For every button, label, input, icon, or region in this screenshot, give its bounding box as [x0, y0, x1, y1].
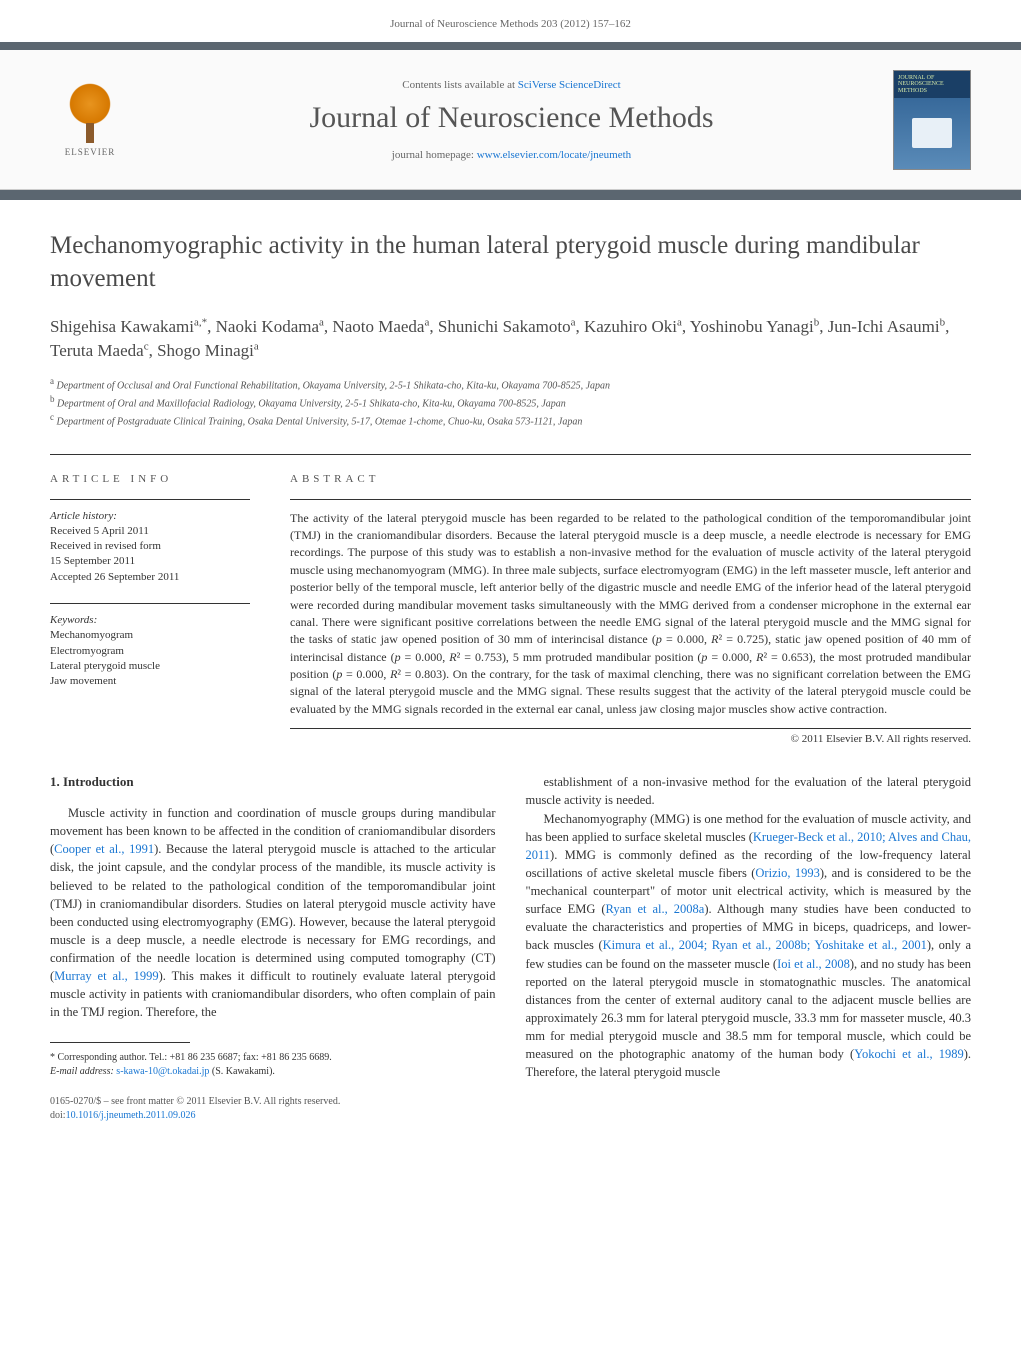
publisher-logo: ELSEVIER: [50, 75, 130, 165]
history-label: Article history:: [50, 510, 250, 522]
author-affil-mark: a: [254, 340, 259, 352]
author-affil-mark: b: [940, 316, 946, 328]
intro-heading: 1. Introduction: [50, 773, 496, 792]
author-affil-mark: a,*: [194, 316, 207, 328]
article-content: Mechanomyographic activity in the human …: [0, 230, 1021, 1123]
citation-link[interactable]: Kimura et al., 2004; Ryan et al., 2008b;…: [603, 938, 927, 952]
affiliation-list: a Department of Occlusal and Oral Functi…: [50, 375, 971, 430]
article-info-heading: article info: [50, 473, 250, 485]
body-paragraph: Muscle activity in function and coordina…: [50, 804, 496, 1022]
keywords-label: Keywords:: [50, 614, 250, 626]
keyword-item: Jaw movement: [50, 674, 250, 689]
article-info-column: article info Article history: Received 5…: [50, 473, 250, 746]
citation-link[interactable]: Krueger-Beck et al., 2010; Alves and Cha…: [526, 830, 972, 862]
doi-label: doi:: [50, 1110, 66, 1121]
footnote-separator: [50, 1042, 190, 1043]
author-affil-mark: b: [814, 316, 820, 328]
body-paragraph: establishment of a non-invasive method f…: [526, 773, 972, 809]
corresponding-email-link[interactable]: s-kawa-10@t.okadai.jp: [116, 1066, 209, 1077]
article-title: Mechanomyographic activity in the human …: [50, 230, 971, 295]
affiliation-item: b Department of Oral and Maxillofacial R…: [50, 393, 971, 411]
corresponding-author-footnote: * Corresponding author. Tel.: +81 86 235…: [50, 1051, 496, 1079]
homepage-line: journal homepage: www.elsevier.com/locat…: [150, 149, 873, 161]
top-accent-bar: [0, 42, 1021, 50]
homepage-link[interactable]: www.elsevier.com/locate/jneumeth: [477, 149, 631, 161]
corresponding-line: * Corresponding author. Tel.: +81 86 235…: [50, 1051, 496, 1065]
author-affil-mark: a: [319, 316, 324, 328]
author-name: Shogo Minagi: [157, 341, 254, 360]
sciencedirect-link[interactable]: SciVerse ScienceDirect: [518, 79, 621, 91]
author-name: Jun-Ichi Asaumi: [828, 317, 940, 336]
publisher-name: ELSEVIER: [65, 147, 116, 157]
email-suffix: (S. Kawakami).: [209, 1066, 275, 1077]
abstract-column: abstract The activity of the lateral pte…: [290, 473, 971, 746]
keywords-block: Keywords: MechanomyogramElectromyogramLa…: [50, 603, 250, 690]
affiliation-item: c Department of Postgraduate Clinical Tr…: [50, 411, 971, 429]
contents-prefix: Contents lists available at: [402, 79, 517, 91]
masthead-center: Contents lists available at SciVerse Sci…: [130, 79, 893, 161]
citation-link[interactable]: Murray et al., 1999: [54, 969, 158, 983]
doi-line: doi:10.1016/j.jneumeth.2011.09.026: [50, 1109, 496, 1123]
abstract-copyright: © 2011 Elsevier B.V. All rights reserved…: [290, 733, 971, 745]
author-name: Shunichi Sakamoto: [438, 317, 571, 336]
author-name: Naoki Kodama: [216, 317, 319, 336]
keyword-item: Electromyogram: [50, 644, 250, 659]
abstract-text: The activity of the lateral pterygoid mu…: [290, 499, 971, 730]
author-affil-mark: c: [144, 340, 149, 352]
author-name: Yoshinobu Yanagi: [690, 317, 814, 336]
journal-cover-thumbnail: JOURNAL OF NEUROSCIENCE METHODS: [893, 70, 971, 170]
author-name: Naoto Maeda: [332, 317, 424, 336]
keyword-item: Lateral pterygoid muscle: [50, 659, 250, 674]
history-item: Received 5 April 2011: [50, 524, 250, 539]
body-columns: 1. Introduction Muscle activity in funct…: [50, 773, 971, 1122]
affiliation-item: a Department of Occlusal and Oral Functi…: [50, 375, 971, 393]
history-item: Accepted 26 September 2011: [50, 570, 250, 585]
info-abstract-row: article info Article history: Received 5…: [50, 454, 971, 746]
body-paragraph: Mechanomyography (MMG) is one method for…: [526, 810, 972, 1082]
issn-line: 0165-0270/$ – see front matter © 2011 El…: [50, 1095, 496, 1109]
footer-meta: 0165-0270/$ – see front matter © 2011 El…: [50, 1095, 496, 1123]
bottom-accent-bar: [0, 190, 1021, 200]
cover-title-text: JOURNAL OF NEUROSCIENCE METHODS: [894, 71, 970, 99]
citation-link[interactable]: Cooper et al., 1991: [54, 842, 154, 856]
homepage-prefix: journal homepage:: [392, 149, 477, 161]
running-head: Journal of Neuroscience Methods 203 (201…: [0, 0, 1021, 42]
author-name: Shigehisa Kawakami: [50, 317, 194, 336]
history-item: 15 September 2011: [50, 554, 250, 569]
abstract-heading: abstract: [290, 473, 971, 485]
email-label: E-mail address:: [50, 1066, 116, 1077]
author-name: Teruta Maeda: [50, 341, 144, 360]
citation-link[interactable]: Orizio, 1993: [755, 866, 819, 880]
masthead: ELSEVIER Contents lists available at Sci…: [0, 50, 1021, 190]
elsevier-tree-icon: [60, 83, 120, 143]
history-item: Received in revised form: [50, 539, 250, 554]
author-affil-mark: a: [677, 316, 682, 328]
contents-available-line: Contents lists available at SciVerse Sci…: [150, 79, 873, 91]
email-line: E-mail address: s-kawa-10@t.okadai.jp (S…: [50, 1065, 496, 1079]
article-history-block: Article history: Received 5 April 2011Re…: [50, 499, 250, 586]
author-affil-mark: a: [571, 316, 576, 328]
author-affil-mark: a: [424, 316, 429, 328]
keyword-item: Mechanomyogram: [50, 628, 250, 643]
citation-link[interactable]: Ryan et al., 2008a: [606, 902, 705, 916]
body-column-left: 1. Introduction Muscle activity in funct…: [50, 773, 496, 1122]
author-name: Kazuhiro Oki: [584, 317, 677, 336]
citation-link[interactable]: Yokochi et al., 1989: [854, 1047, 963, 1061]
doi-link[interactable]: 10.1016/j.jneumeth.2011.09.026: [66, 1110, 196, 1121]
cover-body-icon: [894, 98, 970, 168]
body-column-right: establishment of a non-invasive method f…: [526, 773, 972, 1122]
author-list: Shigehisa Kawakamia,*, Naoki Kodamaa, Na…: [50, 315, 971, 363]
journal-title: Journal of Neuroscience Methods: [150, 101, 873, 135]
citation-link[interactable]: Ioi et al., 2008: [777, 957, 850, 971]
